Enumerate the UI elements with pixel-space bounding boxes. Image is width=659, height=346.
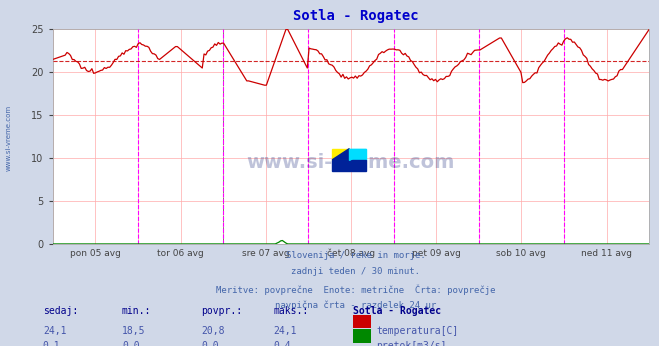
Text: 0,0: 0,0 xyxy=(201,341,219,346)
Text: navpična črta - razdelek 24 ur: navpična črta - razdelek 24 ur xyxy=(275,301,436,310)
Polygon shape xyxy=(332,149,349,160)
Bar xyxy=(332,149,349,160)
Bar xyxy=(332,160,366,171)
Text: povpr.:: povpr.: xyxy=(201,306,242,316)
Text: 24,1: 24,1 xyxy=(273,326,297,336)
Polygon shape xyxy=(349,149,366,160)
Text: 20,8: 20,8 xyxy=(201,326,225,336)
Bar xyxy=(349,149,366,160)
Text: Sotla - Rogatec: Sotla - Rogatec xyxy=(293,9,418,22)
Text: Meritve: povprečne  Enote: metrične  Črta: povprečje: Meritve: povprečne Enote: metrične Črta:… xyxy=(216,284,496,294)
Text: Sotla - Rogatec: Sotla - Rogatec xyxy=(353,306,441,316)
Text: 0,0: 0,0 xyxy=(122,341,140,346)
Text: www.si-vreme.com: www.si-vreme.com xyxy=(5,105,12,172)
Text: www.si-vreme.com: www.si-vreme.com xyxy=(246,153,455,172)
Text: 0,4: 0,4 xyxy=(273,341,291,346)
Text: 0,1: 0,1 xyxy=(43,341,61,346)
Text: zadnji teden / 30 minut.: zadnji teden / 30 minut. xyxy=(291,267,420,276)
Text: pretok[m3/s]: pretok[m3/s] xyxy=(376,341,447,346)
Text: sedaj:: sedaj: xyxy=(43,306,78,316)
Text: temperatura[C]: temperatura[C] xyxy=(376,326,459,336)
Text: maks.:: maks.: xyxy=(273,306,308,316)
Text: Slovenija / reke in morje.: Slovenija / reke in morje. xyxy=(286,251,426,260)
Text: 18,5: 18,5 xyxy=(122,326,146,336)
Text: min.:: min.: xyxy=(122,306,152,316)
Text: 24,1: 24,1 xyxy=(43,326,67,336)
